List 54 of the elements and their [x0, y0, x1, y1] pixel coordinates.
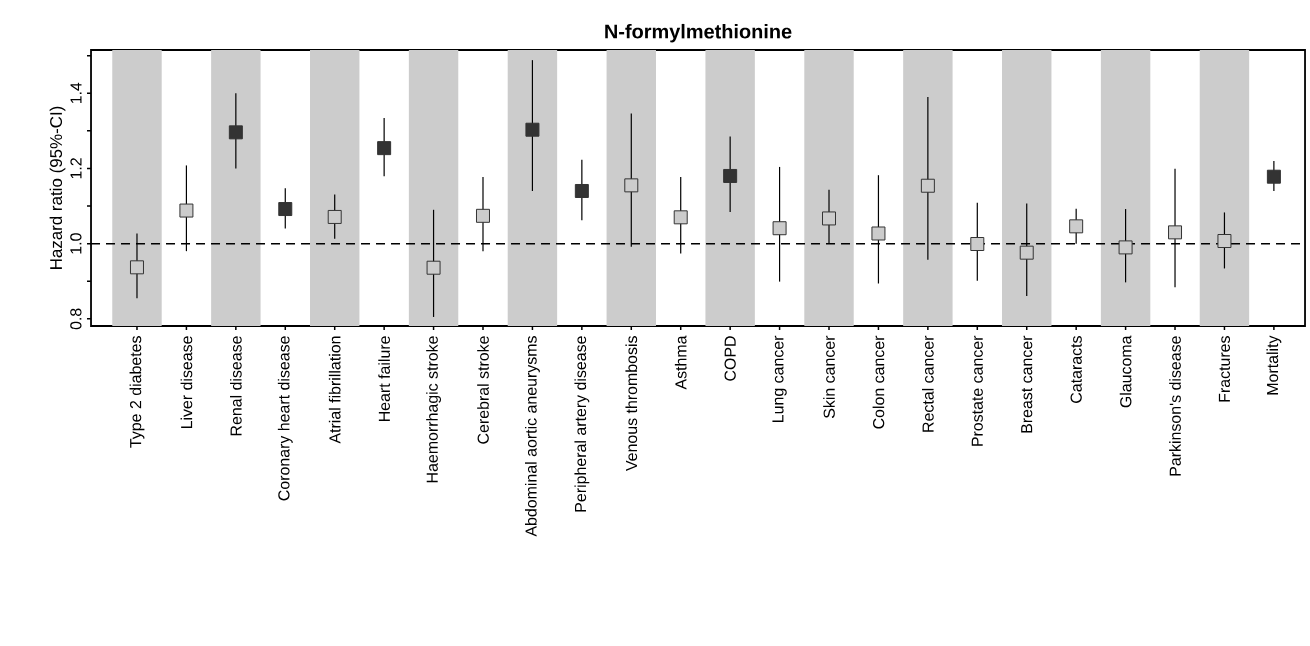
point: [970, 237, 985, 252]
x-tick-label: Venous thrombosis: [625, 336, 638, 472]
point: [278, 202, 293, 217]
point: [228, 125, 243, 140]
x-tick-label: Colon cancer: [872, 335, 885, 429]
x-tick-label: Prostate cancer: [971, 335, 983, 446]
point: [525, 122, 540, 137]
x-tick-label: Rectal cancer: [922, 335, 934, 432]
point: [1217, 234, 1232, 249]
y-axis-title: Hazard ratio (95%-CI): [49, 106, 66, 269]
x-tick-label: Mortality: [1266, 335, 1282, 395]
x-tick-label: Coronary heart disease: [277, 336, 293, 501]
point: [426, 260, 441, 275]
x-tick-label: Glaucoma: [1119, 335, 1132, 408]
y-tick-label: 1.0: [70, 233, 82, 254]
point: [377, 141, 392, 156]
point: [1019, 245, 1034, 260]
point: [1168, 225, 1183, 240]
x-tick-label: Parkinson's disease: [1169, 336, 1181, 476]
x-tick-label: Cataracts: [1070, 336, 1082, 403]
y-tick-label: 1.4: [70, 82, 82, 104]
point: [772, 221, 787, 236]
x-tick-label: Type 2 diabetes: [129, 336, 145, 448]
point: [723, 168, 738, 183]
point: [574, 183, 589, 198]
x-tick-label: COPD: [724, 336, 736, 381]
x-tick-label: Abdominal aortic aneurysms: [525, 336, 540, 537]
x-tick-label: Skin cancer: [823, 335, 835, 419]
x-tick-label: Liver disease: [180, 336, 193, 429]
x-tick-label: Renal disease: [230, 336, 242, 436]
x-tick-label: Fractures: [1218, 336, 1231, 402]
x-tick-label: Lung cancer: [772, 335, 787, 422]
point: [1118, 240, 1133, 255]
point: [476, 208, 490, 223]
point: [920, 178, 935, 193]
point: [624, 178, 639, 193]
x-tick-label: Peripheral artery disease: [574, 336, 590, 512]
point: [1266, 169, 1281, 184]
x-tick-label: Cerebral stroke: [477, 336, 489, 444]
x-tick-label: Asthma: [674, 335, 687, 390]
point: [1069, 219, 1084, 234]
point: [129, 260, 144, 275]
x-tick-label: Haemorrhagic stroke: [426, 336, 441, 483]
point: [179, 203, 194, 218]
chart-title: N-formylmethionine: [605, 23, 792, 43]
y-tick-label: 0.8: [70, 308, 82, 330]
point: [673, 210, 688, 225]
x-tick-label: Atrial fibrillation: [328, 336, 341, 444]
point: [871, 226, 886, 241]
x-tick-label: Breast cancer: [1021, 335, 1033, 433]
y-tick-label: 1.2: [70, 158, 82, 179]
point: [327, 209, 342, 224]
x-tick-label: Heart failure: [378, 336, 390, 422]
point: [822, 211, 837, 226]
